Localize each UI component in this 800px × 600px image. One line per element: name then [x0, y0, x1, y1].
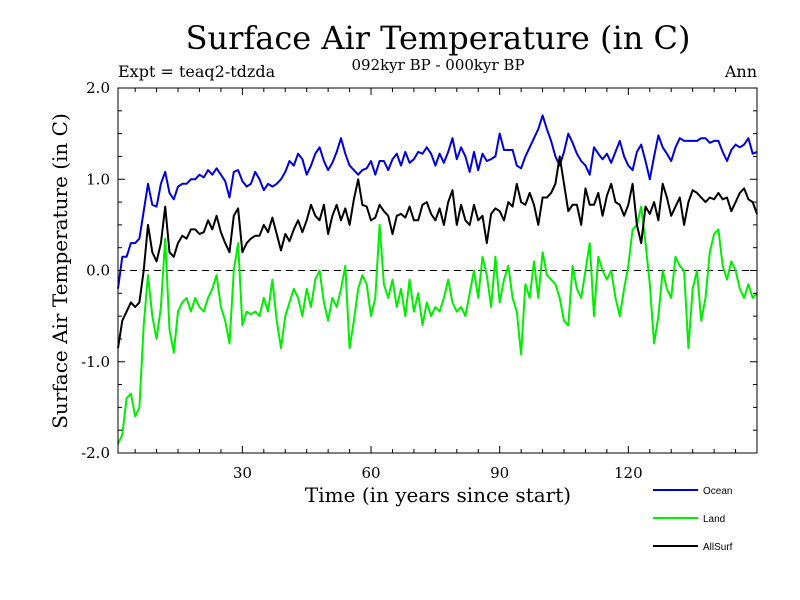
- series-line-allsurf: [117, 155, 758, 349]
- season-label: Ann: [724, 62, 757, 81]
- x-tick-label: 90: [490, 464, 509, 482]
- x-axis-label: Time (in years since start): [305, 483, 571, 507]
- series-line-ocean: [117, 114, 758, 289]
- y-tick-label: 0.0: [86, 262, 110, 280]
- y-tick-label: -1.0: [81, 353, 110, 371]
- x-tick-label: 120: [614, 464, 643, 482]
- x-tick-label: 30: [233, 464, 252, 482]
- legend-label-allsurf: AllSurf: [703, 542, 733, 553]
- legend: Ocean Land AllSurf: [653, 486, 733, 553]
- chart-subtitle: 092kyr BP - 000kyr BP: [351, 56, 524, 74]
- y-tick-label: 1.0: [86, 170, 110, 188]
- y-tick-label: -2.0: [81, 444, 110, 462]
- legend-label-land: Land: [703, 514, 725, 525]
- experiment-label: Expt = teaq2-tdzda: [118, 62, 276, 81]
- series-line-land: [117, 205, 758, 445]
- y-tick-label: 2.0: [86, 79, 110, 97]
- legend-label-ocean: Ocean: [703, 486, 732, 497]
- chart-title: Surface Air Temperature (in C): [186, 19, 691, 57]
- axes: -2.0 -1.0 0.0 1.0 2.0 30 60 90 120: [81, 79, 758, 482]
- x-tick-label: 60: [361, 464, 380, 482]
- y-axis-label: Surface Air Temperature (in C): [48, 113, 72, 429]
- plot-area: [117, 114, 758, 445]
